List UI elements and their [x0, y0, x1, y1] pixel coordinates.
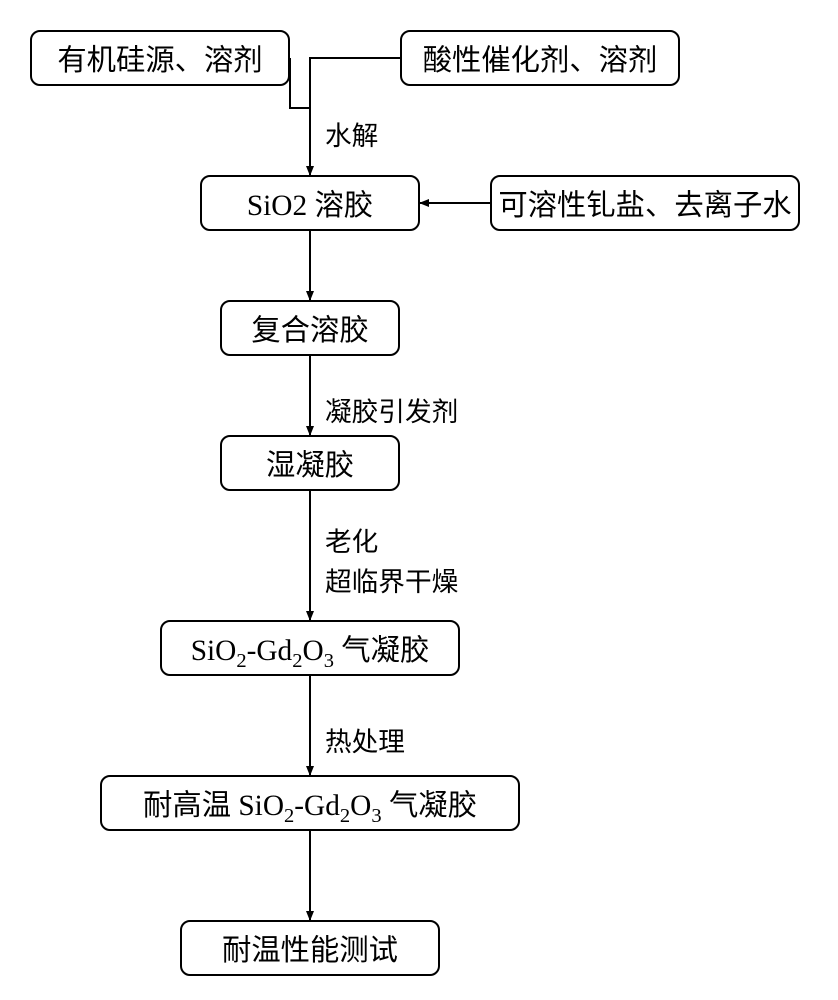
- node-top-left: 有机硅源、溶剂: [30, 30, 290, 86]
- node-wet-gel-label: 湿凝胶: [266, 442, 354, 484]
- edge-e_tl_down: [290, 58, 310, 108]
- label-gel-initiator: 凝胶引发剂: [325, 390, 458, 429]
- label-supercritical-drying: 超临界干燥: [325, 560, 458, 599]
- node-composite-sol: 复合溶胶: [220, 300, 400, 356]
- node-gd-salt: 可溶性钆盐、去离子水: [490, 175, 800, 231]
- node-top-right: 酸性催化剂、溶剂: [400, 30, 680, 86]
- node-aerogel-label: SiO2-Gd2O3 气凝胶: [191, 627, 430, 669]
- label-hydrolysis: 水解: [325, 114, 378, 153]
- node-wet-gel: 湿凝胶: [220, 435, 400, 491]
- node-ht-aerogel-label: 耐高温 SiO2-Gd2O3 气凝胶: [143, 782, 477, 824]
- node-top-left-label: 有机硅源、溶剂: [57, 37, 262, 79]
- node-test: 耐温性能测试: [180, 920, 440, 976]
- label-heat-treatment: 热处理: [325, 720, 405, 759]
- node-top-right-label: 酸性催化剂、溶剂: [423, 37, 658, 79]
- node-sio2-sol-label: SiO2 溶胶: [247, 182, 373, 224]
- node-test-label: 耐温性能测试: [222, 927, 398, 969]
- node-aerogel: SiO2-Gd2O3 气凝胶: [160, 620, 460, 676]
- flowchart-arrows: [0, 0, 838, 1000]
- node-ht-aerogel: 耐高温 SiO2-Gd2O3 气凝胶: [100, 775, 520, 831]
- node-sio2-sol: SiO2 溶胶: [200, 175, 420, 231]
- label-aging: 老化: [325, 520, 378, 559]
- node-composite-sol-label: 复合溶胶: [251, 307, 368, 349]
- node-gd-salt-label: 可溶性钆盐、去离子水: [498, 182, 791, 224]
